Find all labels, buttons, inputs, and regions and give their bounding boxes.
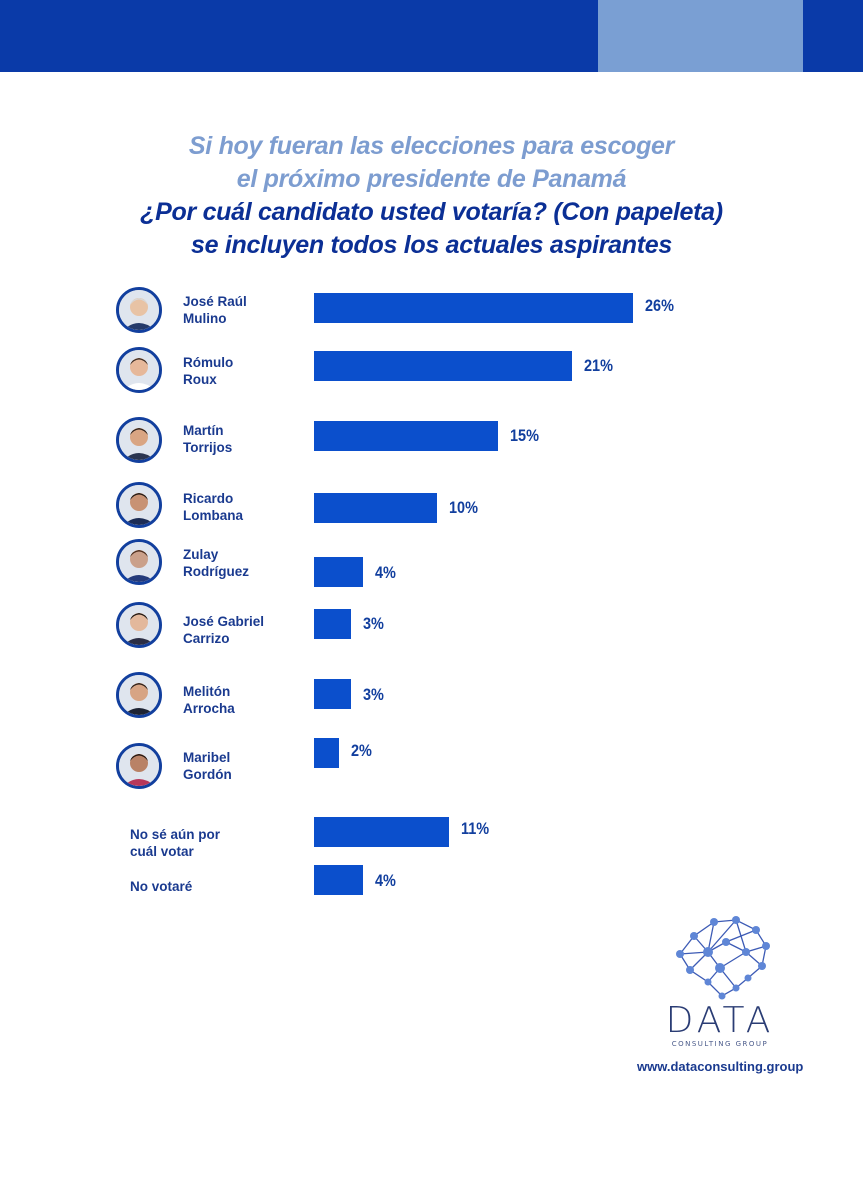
- title-line-4: se incluyen todos los actuales aspirante…: [191, 231, 672, 259]
- bar: [314, 293, 633, 323]
- category-label: Maribel Gordón: [183, 749, 232, 783]
- data-label: 3%: [363, 685, 384, 704]
- bar: [314, 493, 437, 523]
- brand-subtitle: CONSULTING GROUP: [671, 1040, 769, 1048]
- category-label-line-2: Mulino: [183, 311, 227, 326]
- category-label-line-2: Roux: [183, 372, 217, 387]
- category-label-line-1: Rómulo: [183, 355, 234, 370]
- bar: [314, 679, 351, 709]
- category-label: No votaré: [130, 878, 192, 895]
- category-label-line-1: No sé aún por: [130, 827, 221, 842]
- candidate-photo: [116, 287, 162, 333]
- category-label: Martín Torrijos: [183, 422, 232, 456]
- brain-network-icon: [676, 916, 770, 1000]
- category-label-line-2: Torrijos: [183, 440, 233, 455]
- data-label: 21%: [584, 356, 613, 375]
- candidate-photo: [116, 347, 162, 393]
- bar: [314, 351, 572, 381]
- chart-title: Si hoy fueran las elecciones para escoge…: [0, 130, 863, 262]
- brand-logo-text: DATA: [665, 1000, 775, 1041]
- bar: [314, 421, 498, 451]
- bar: [314, 817, 449, 847]
- category-label: Rómulo Roux: [183, 354, 233, 388]
- category-label-line-2: Lombana: [183, 508, 244, 523]
- category-label-line-1: Martín: [183, 423, 224, 438]
- category-label: Ricardo Lombana: [183, 490, 243, 524]
- data-label: 4%: [375, 563, 396, 582]
- candidate-photo: [116, 482, 162, 528]
- data-label: 26%: [645, 296, 674, 315]
- bar: [314, 865, 363, 895]
- title-line-1: Si hoy fueran las elecciones para escoge…: [188, 132, 675, 160]
- title-line-3: ¿Por cuál candidato usted votaría? (Con …: [140, 198, 723, 226]
- data-label: 10%: [449, 498, 478, 517]
- candidate-photo: [116, 672, 162, 718]
- candidate-photo: [116, 602, 162, 648]
- data-label: 15%: [510, 426, 539, 445]
- category-label-line-1: José Gabriel: [183, 614, 265, 629]
- bar: [314, 738, 339, 768]
- category-label: José Gabriel Carrizo: [183, 613, 264, 647]
- category-label: Zulay Rodríguez: [183, 546, 249, 580]
- candidate-photo: [116, 539, 162, 585]
- category-label: No sé aún por cuál votar: [130, 826, 220, 860]
- category-label-line-2: Arrocha: [183, 701, 235, 716]
- category-label-line-1: Maribel: [183, 750, 231, 765]
- category-label-line-1: Zulay: [183, 547, 219, 562]
- category-label-line-2: cuál votar: [130, 844, 194, 859]
- website-link[interactable]: www.dataconsulting.group: [637, 1059, 804, 1074]
- category-label-line-1: José Raúl: [183, 294, 247, 309]
- category-label: José Raúl Mulino: [183, 293, 247, 327]
- title-line-2: el próximo presidente de Panamá: [236, 165, 627, 193]
- category-label-line-2: Gordón: [183, 767, 232, 782]
- bar: [314, 609, 351, 639]
- category-label-line-1: Melitón: [183, 684, 231, 699]
- category-label-line-2: Rodríguez: [183, 564, 249, 579]
- category-label-line-1: No votaré: [130, 879, 193, 894]
- bar: [314, 557, 363, 587]
- category-label: Melitón Arrocha: [183, 683, 235, 717]
- top-banner-accent: [598, 0, 803, 72]
- candidate-photo: [116, 743, 162, 789]
- category-label-line-2: Carrizo: [183, 631, 230, 646]
- candidate-photo: [116, 417, 162, 463]
- data-label: 4%: [375, 871, 396, 890]
- data-label: 3%: [363, 614, 384, 633]
- category-label-line-1: Ricardo: [183, 491, 234, 506]
- data-label: 2%: [351, 741, 372, 760]
- data-label: 11%: [461, 819, 490, 838]
